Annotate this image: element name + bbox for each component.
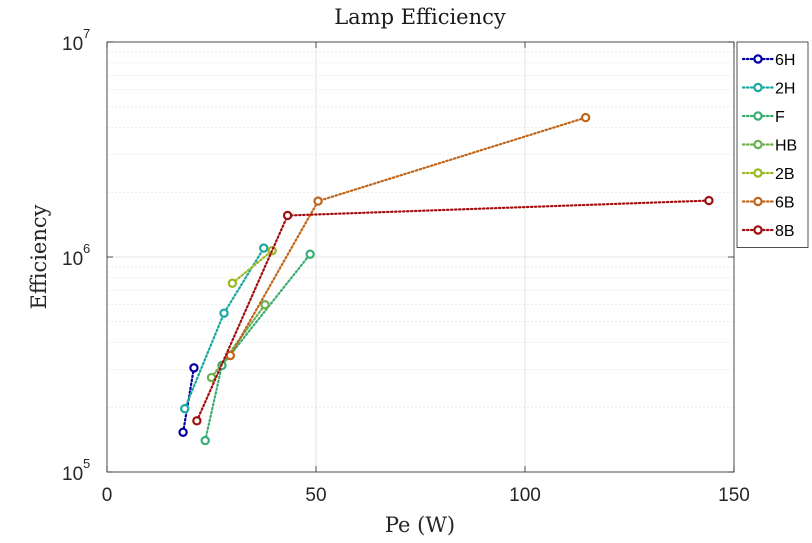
legend-label: 6B [775,195,795,212]
legend-marker [753,111,763,121]
legend-marker [753,196,763,207]
data-point [260,299,270,310]
data-point [580,112,591,123]
legend: 6H 2H F HB 2B 6B 8B [736,41,809,248]
y-tick-base: 10 [62,34,83,55]
data-point [305,249,315,259]
legend-label: 8B [775,223,795,240]
legend-label: F [775,109,785,126]
legend-entry-8B: 8B [741,223,795,240]
data-point [704,195,714,206]
legend-label: 2H [775,81,795,98]
x-tick-label: 50 [305,485,326,506]
legend-entry-F: F [741,109,785,126]
data-point [313,196,323,206]
data-point [192,416,202,426]
data-point [206,372,217,383]
legend-marker [753,82,763,93]
data-point [227,278,238,288]
y-tick-label: 106 [62,241,90,270]
y-tick-label: 107 [62,26,90,55]
x-tick-label: 100 [509,485,541,506]
legend-entry-2B: 2B [741,166,795,183]
y-tick-exponent: 7 [83,26,90,41]
legend-entry-6B: 6B [741,195,795,212]
x-axis-label: Pe (W) [385,513,455,537]
series-2H [180,243,269,414]
y-tick-label: 105 [62,456,90,485]
legend-entry-6H: 6H [741,52,795,69]
data-point [180,403,190,414]
legend-entry-HB: HB [741,138,797,155]
data-point [219,308,229,318]
legend-marker [753,139,763,150]
y-tick-exponent: 5 [83,456,90,471]
legend-marker [753,168,763,178]
data-point [178,427,188,437]
y-tick-base: 10 [62,249,83,270]
x-tick-label: 0 [102,485,113,506]
x-tick-label: 150 [718,485,750,506]
legend-marker [753,54,763,64]
data-point [189,363,199,373]
series-line [231,249,274,285]
legend-entry-2H: 2H [741,81,795,98]
y-axis-label: Efficiency [27,204,51,309]
legend-label: 2B [775,166,795,183]
data-point [200,435,210,446]
data-point [259,243,269,253]
legend-label: 6H [775,52,795,69]
data-point [282,210,293,221]
data-point [225,350,236,361]
legend-label: HB [775,138,797,155]
series-8B [192,195,714,426]
y-tick-exponent: 6 [83,241,90,256]
chart-title: Lamp Efficiency [334,5,506,29]
y-tick-base: 10 [62,464,83,485]
legend-marker [753,225,763,235]
